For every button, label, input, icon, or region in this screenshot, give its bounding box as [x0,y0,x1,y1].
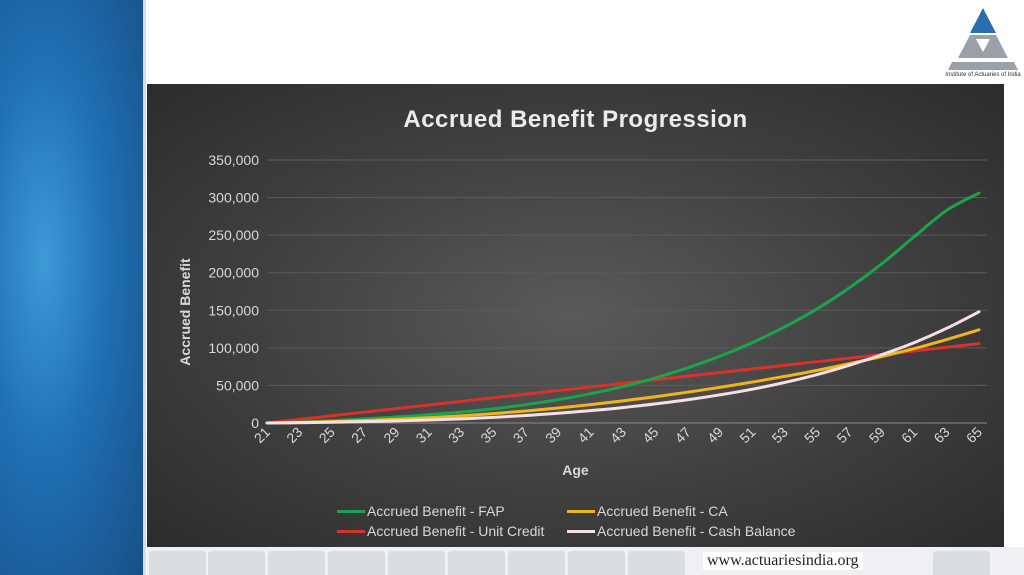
x-tick-label: 51 [736,424,758,446]
x-tick-label: 49 [704,424,726,446]
y-tick-label: 50,000 [216,377,259,393]
footer-tab [628,551,685,575]
y-tick-label: 100,000 [208,340,259,356]
footer-tab [328,551,385,575]
x-tick-label: 35 [477,424,499,446]
x-tick-label: 59 [866,424,888,446]
logo-caption: Institute of Actuaries of India [945,72,1021,78]
x-tick-label: 55 [801,424,823,446]
legend-swatch-ca [567,509,595,513]
y-tick-label: 250,000 [208,227,259,243]
y-tick-label: 350,000 [208,152,259,168]
x-tick-label: 65 [963,424,985,446]
slide-footer: www.actuariesindia.org [147,547,1024,575]
y-tick-label: 150,000 [208,302,259,318]
line-chart-plot: 0 50,000 100,000 150,000 200,000 250,000 300,0… [208,152,987,446]
footer-tab [268,551,325,575]
x-tick-label: 45 [639,424,661,446]
slide-header [146,0,1024,84]
chart-title: Accrued Benefit Progression [403,106,748,133]
footer-tab [448,551,505,575]
legend-swatch-fap [337,509,365,513]
footer-tab [508,551,565,575]
x-tick-label: 61 [898,424,920,446]
series-line-fap [265,191,981,425]
legend-label-unit-credit: Accrued Benefit - Unit Credit [367,523,545,539]
x-tick-label: 25 [316,424,338,446]
x-tick-label: 47 [672,424,694,446]
legend-item-ca: Accrued Benefit - CA [567,503,728,519]
footer-tab [208,551,265,575]
x-axis-label: Age [562,462,589,478]
legend-item-cash-balance: Accrued Benefit - Cash Balance [567,523,795,539]
x-tick-label: 27 [348,424,370,446]
y-tick-label: 0 [251,415,259,431]
x-tick-label: 41 [574,424,596,446]
x-tick-label: 23 [283,424,305,446]
x-tick-label: 63 [930,424,952,446]
x-tick-label: 33 [445,424,467,446]
footer-tab [149,551,206,575]
legend-item-unit-credit: Accrued Benefit - Unit Credit [337,523,544,539]
y-tick-label: 200,000 [208,265,259,281]
legend-item-fap: Accrued Benefit - FAP [337,503,505,519]
actuaries-logo-icon: Institute of Actuaries of India [944,6,1022,80]
x-tick-label: 43 [607,424,629,446]
x-tick-label: 39 [542,424,564,446]
x-tick-label: 31 [413,424,435,446]
left-blue-sidebar [0,0,146,575]
footer-tab [388,551,445,575]
chart-panel: Accrued Benefit Progression Accrued Bene… [147,84,1004,547]
legend-label-fap: Accrued Benefit - FAP [367,503,505,519]
x-tick-label: 29 [380,424,402,446]
legend-label-cash-balance: Accrued Benefit - Cash Balance [597,523,796,539]
series-line-unit-credit [265,342,981,425]
x-tick-label: 53 [769,424,791,446]
x-tick-label: 37 [510,424,532,446]
series-line-cash-balance [265,310,981,425]
legend-swatch-unit-credit [337,529,365,533]
legend-label-ca: Accrued Benefit - CA [597,503,728,519]
legend-swatch-cash-balance [567,529,595,533]
footer-tab [568,551,625,575]
website-url: www.actuariesindia.org [703,552,863,570]
footer-tab [933,551,990,575]
x-tick-label: 57 [833,424,855,446]
y-tick-label: 300,000 [208,190,259,206]
